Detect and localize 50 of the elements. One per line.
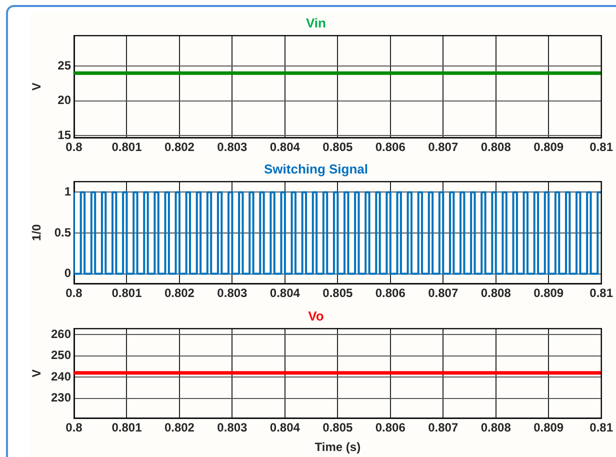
x-tick-label: 0.807 [428,140,458,154]
x-tick-label: 0.804 [270,420,300,435]
y-tick-label: 25 [58,58,72,72]
chart-title: Vin [306,15,326,30]
y-tick-label: 240 [50,369,72,384]
y-axis-title: V [30,369,44,378]
x-tick-label: 0.803 [217,420,248,435]
x-tick-label: 0.806 [375,140,406,154]
y-tick-label: 20 [58,93,72,108]
x-tick-label: 0.802 [164,286,195,300]
x-tick-label: 0.8 [66,140,83,154]
x-tick-label: 0.8 [66,286,83,300]
y-axis-title: V [30,82,44,91]
x-tick-label: 0.807 [428,286,458,300]
y-tick-label: 0 [64,266,72,280]
x-axis-title: Time (s) [314,440,361,454]
y-tick-label: 1 [64,184,72,199]
x-tick-label: 0.803 [217,286,248,300]
y-tick-label: 0.5 [54,225,72,240]
x-tick-label: 0.809 [534,286,564,300]
x-tick-label: 0.804 [270,140,300,154]
y-tick-label: 15 [58,128,72,142]
x-tick-label: 0.809 [534,140,564,154]
x-tick-label: 0.801 [112,286,142,300]
y-tick-label: 250 [50,348,72,362]
x-tick-label: 0.804 [270,286,300,300]
y-tick-label: 230 [50,390,72,405]
x-tick-label: 0.808 [480,420,512,435]
x-tick-label: 0.81 [590,140,614,154]
x-tick-label: 0.801 [112,140,142,154]
x-tick-label: 0.808 [480,286,512,300]
x-tick-label: 0.805 [322,420,353,435]
x-tick-label: 0.807 [428,420,458,435]
chart-title: Vo [308,308,324,324]
x-tick-label: 0.8 [66,420,83,435]
x-tick-label: 0.808 [480,140,512,154]
x-tick-label: 0.806 [375,286,406,300]
x-tick-label: 0.802 [164,420,195,435]
x-tick-label: 0.806 [375,420,406,435]
x-tick-label: 0.81 [590,420,614,435]
y-axis-title: 1/0 [30,224,44,241]
x-tick-label: 0.809 [534,420,564,435]
x-tick-label: 0.805 [322,286,353,300]
chart-title: Switching Signal [264,161,368,176]
x-tick-label: 0.801 [112,420,142,435]
x-tick-label: 0.81 [590,286,614,300]
x-tick-label: 0.803 [217,140,248,154]
x-tick-label: 0.805 [322,140,353,154]
x-tick-label: 0.802 [164,140,195,154]
y-tick-label: 260 [50,327,72,342]
